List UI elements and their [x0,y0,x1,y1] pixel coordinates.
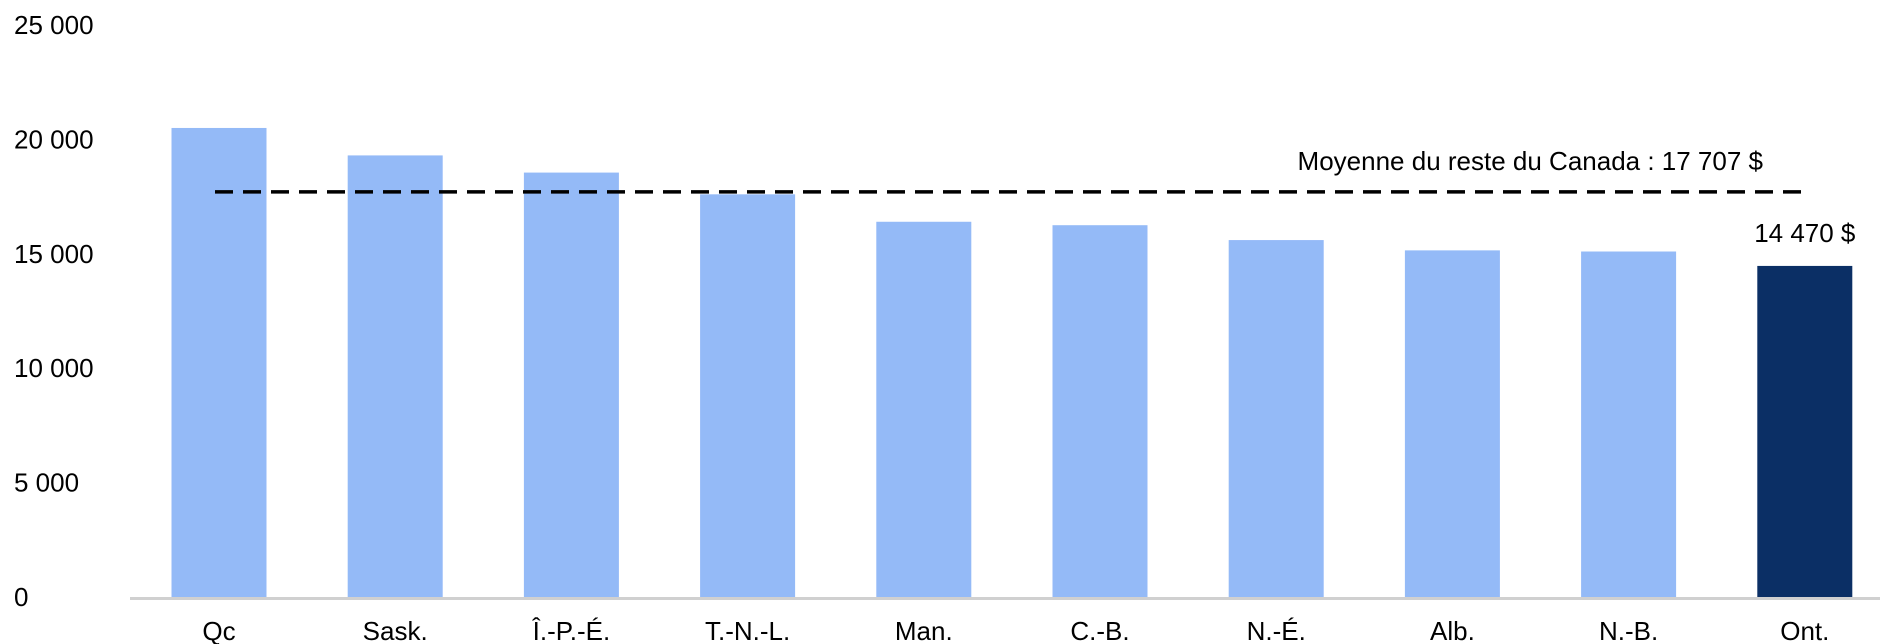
y-tick-label: 15 000 [14,239,94,269]
average-reference-label: Moyenne du reste du Canada : 17 707 $ [1298,146,1764,176]
x-axis-category-labels: Qc Sask. Î.-P.-É. T.-N.-L. Man. C.-B. N.-É. Alb… [202,616,1829,644]
y-axis-ticks: 0 5 000 10 000 15 000 20 000 25 000 [14,10,94,612]
bar-data-label: 14 470 $ [1754,218,1856,248]
bar [1404,250,1500,598]
bar [1757,265,1853,597]
data-labels: 14 470 $ [1754,218,1856,248]
x-tick-label: T.-N.-L. [705,616,790,644]
y-tick-label: 25 000 [14,10,94,40]
y-tick-label: 0 [14,582,28,612]
bar [347,155,443,597]
bar [700,194,796,597]
x-tick-label: Man. [895,616,953,644]
y-tick-label: 20 000 [14,124,94,154]
bar [1052,225,1148,597]
bar [876,221,972,597]
x-tick-label: Ont. [1780,616,1829,644]
x-tick-label: N.-B. [1599,616,1658,644]
bar [171,127,267,598]
x-tick-label: Sask. [363,616,428,644]
x-tick-label: Î.-P.-É. [532,616,611,644]
x-tick-label: Alb. [1430,616,1475,644]
bar [523,172,619,598]
y-tick-label: 5 000 [14,468,79,498]
x-tick-label: Qc [202,616,235,644]
y-tick-label: 10 000 [14,353,94,383]
bars [171,127,1853,598]
x-tick-label: N.-É. [1247,616,1306,644]
bar [1228,240,1324,597]
bar [1581,251,1677,597]
x-tick-label: C.-B. [1070,616,1129,644]
